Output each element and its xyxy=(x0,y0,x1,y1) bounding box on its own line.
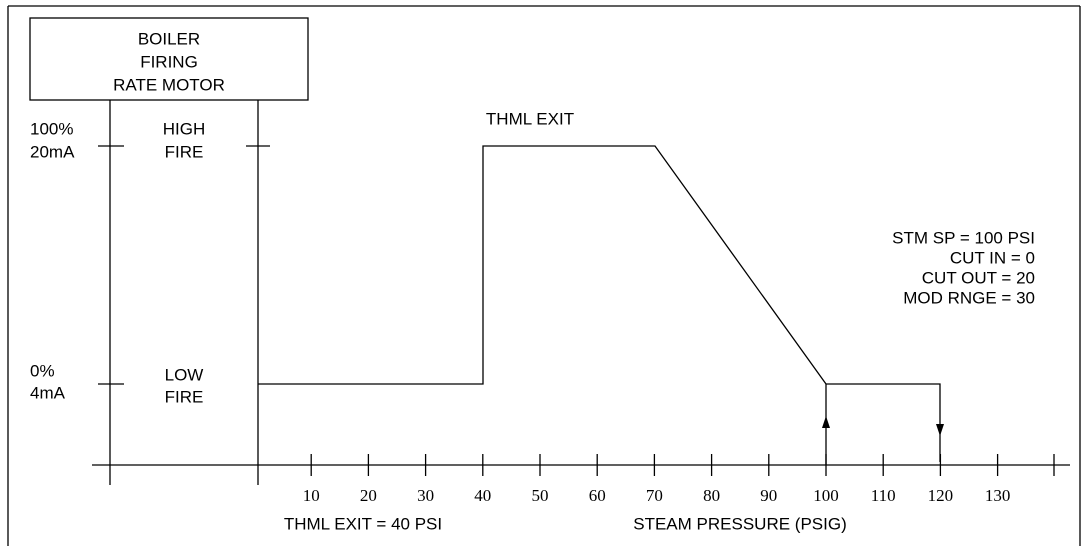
level-label: LOW xyxy=(165,365,204,384)
level-label: 100% xyxy=(30,119,73,138)
setting: CUT OUT = 20 xyxy=(922,268,1035,287)
tick-label: 90 xyxy=(760,486,777,505)
level-label: 0% xyxy=(30,361,55,380)
box-line: FIRING xyxy=(140,52,198,71)
tick-label: 130 xyxy=(985,486,1011,505)
tick-label: 100 xyxy=(813,486,839,505)
setting: CUT IN = 0 xyxy=(950,248,1035,267)
tick-label: 70 xyxy=(646,486,663,505)
box-line: RATE MOTOR xyxy=(113,75,225,94)
setting: MOD RNGE = 30 xyxy=(903,288,1035,307)
arrow-down xyxy=(936,424,944,436)
arrow-up xyxy=(822,416,830,428)
firing-curve xyxy=(258,145,941,462)
curve-label: THML EXIT xyxy=(486,109,574,128)
motor-box xyxy=(29,17,309,101)
tick-label: 120 xyxy=(928,486,954,505)
level-label: FIRE xyxy=(165,142,204,161)
axis-note: THML EXIT = 40 PSI xyxy=(284,514,442,533)
axis-title: STEAM PRESSURE (PSIG) xyxy=(633,514,846,533)
tick-label: 40 xyxy=(474,486,491,505)
level-label: 4mA xyxy=(30,383,66,402)
tick-label: 80 xyxy=(703,486,720,505)
tick-label: 50 xyxy=(532,486,549,505)
tick-label: 60 xyxy=(589,486,606,505)
tick-label: 10 xyxy=(303,486,320,505)
tick-label: 110 xyxy=(871,486,896,505)
level-label: 20mA xyxy=(30,142,75,161)
level-label: HIGH xyxy=(163,119,206,138)
box-line: BOILER xyxy=(138,29,200,48)
level-label: FIRE xyxy=(165,387,204,406)
tick-label: 30 xyxy=(417,486,434,505)
tick-label: 20 xyxy=(360,486,377,505)
setting: STM SP = 100 PSI xyxy=(892,228,1035,247)
